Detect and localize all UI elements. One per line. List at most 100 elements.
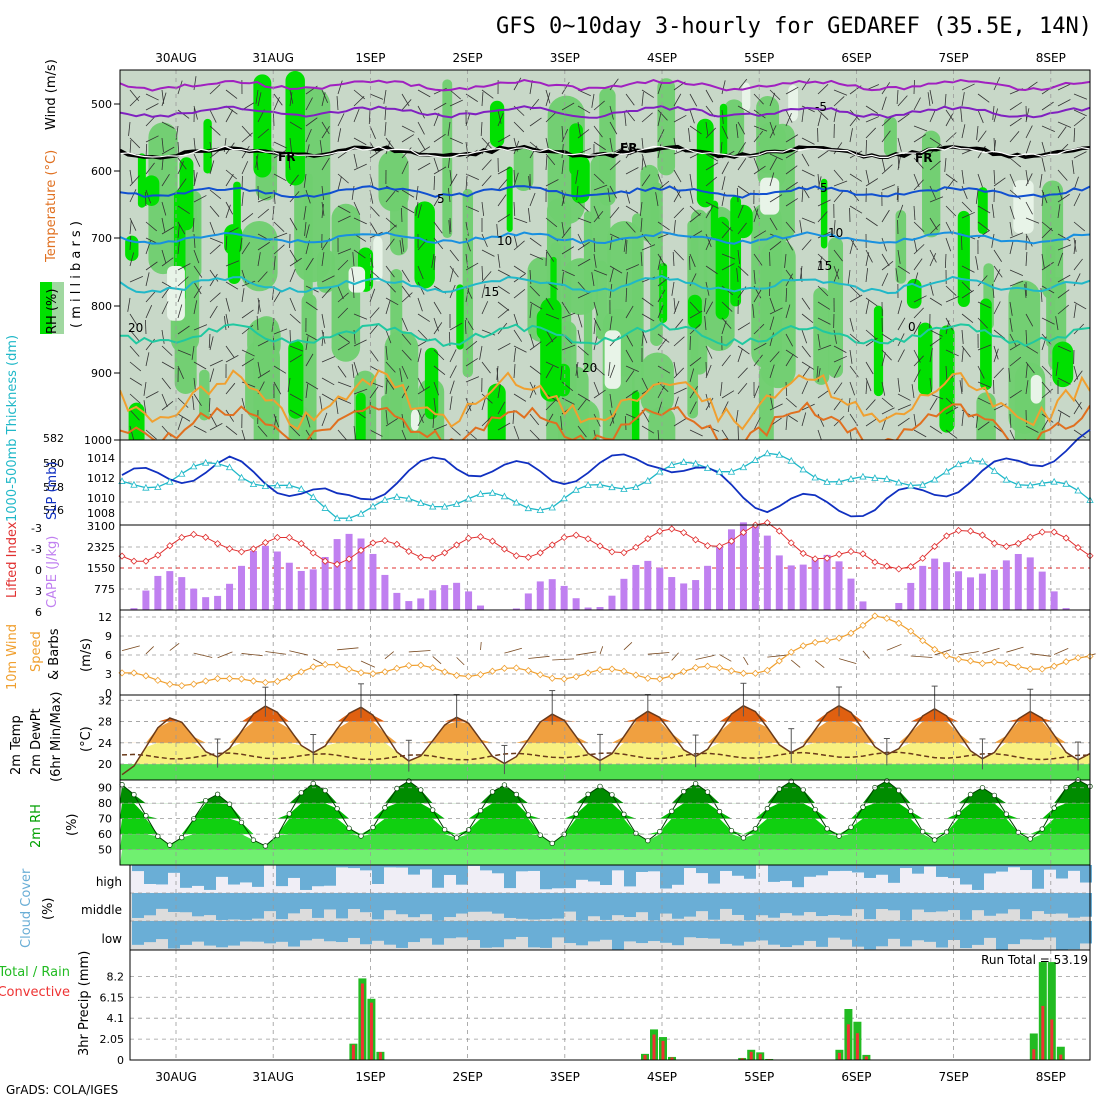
cloud-bar xyxy=(288,865,300,878)
wind-barb xyxy=(1073,93,1088,100)
temp-tick: 24 xyxy=(98,737,112,750)
wind-barb xyxy=(287,377,291,392)
thickness-point xyxy=(393,493,401,500)
wind-barb xyxy=(129,377,143,386)
cape-bar xyxy=(966,577,974,610)
wind-barb xyxy=(385,217,397,228)
wind-barb xyxy=(561,269,575,277)
ptick-label-900: 900 xyxy=(91,367,112,380)
thickness-point xyxy=(369,502,377,510)
cloud-bar xyxy=(456,893,468,914)
cloud-bar xyxy=(588,893,600,917)
cape-bar xyxy=(978,573,986,610)
wind-barb xyxy=(257,208,270,219)
cloud-bar xyxy=(1056,893,1068,914)
wind-barb xyxy=(353,201,361,215)
wind-barb xyxy=(1025,345,1039,354)
wind-barb xyxy=(385,377,395,390)
lifted-index-point xyxy=(799,549,807,557)
wind-barb xyxy=(929,348,933,363)
cloud-bar xyxy=(780,921,792,948)
wind-barb xyxy=(977,301,991,309)
wind10-point xyxy=(727,667,736,675)
thickness-point xyxy=(524,504,532,512)
wind-barb xyxy=(721,390,735,399)
lifted-index-point xyxy=(775,527,783,535)
wind-barb xyxy=(497,214,510,223)
wind-barb xyxy=(897,317,906,331)
wind-barb xyxy=(607,188,611,203)
wind-barb xyxy=(433,221,443,234)
wind-barb xyxy=(449,249,459,262)
wind-barb xyxy=(689,310,703,319)
cloud-bar xyxy=(444,865,456,875)
wind10-barb xyxy=(193,652,213,658)
cloud-bar xyxy=(276,921,288,942)
rh-point xyxy=(800,787,806,793)
cloud-bar xyxy=(564,893,576,912)
wind-barb xyxy=(449,396,453,411)
cloud-bar xyxy=(1008,921,1020,945)
rh-legend-swatch-light xyxy=(52,282,64,334)
rh-blob-light xyxy=(742,82,751,112)
wind-barb xyxy=(881,237,887,252)
wind-barb xyxy=(689,386,698,399)
wind-barb xyxy=(865,116,880,123)
wind-barb xyxy=(273,328,288,335)
wind-barb xyxy=(961,348,964,363)
wind10-point xyxy=(524,666,532,675)
rh-point xyxy=(896,787,902,794)
wind-barb xyxy=(991,233,995,248)
wind-barb xyxy=(945,173,958,183)
cloud-bar xyxy=(1056,865,1068,879)
wind-barb xyxy=(433,133,446,143)
rh-point xyxy=(406,778,412,784)
lifted-index-point xyxy=(954,526,963,535)
wind-barb xyxy=(785,150,799,159)
wind-barb xyxy=(193,265,203,278)
rh-point xyxy=(382,805,388,811)
precip-unit: 3hr Precip (mm) xyxy=(77,951,92,1056)
wind-barb xyxy=(529,301,543,310)
rh-blob-mid xyxy=(390,269,403,423)
wind-barb xyxy=(769,307,783,315)
contour-label-20b: 20 xyxy=(582,361,597,375)
wind-barb xyxy=(417,89,431,98)
wind10-barb xyxy=(886,643,902,651)
wind-barb xyxy=(737,345,750,355)
lifted-index-point xyxy=(811,555,819,563)
cloud-bar xyxy=(480,921,492,948)
cape-bar xyxy=(680,583,688,610)
wind-barb xyxy=(577,129,590,139)
wind10-point xyxy=(799,642,807,650)
cloud-bar xyxy=(468,893,480,912)
wind-barb xyxy=(705,121,709,136)
cape-bar xyxy=(214,595,222,610)
wind-barb xyxy=(593,237,596,253)
wind-barb xyxy=(961,329,964,344)
cloud-bar xyxy=(672,921,684,946)
wind-barb xyxy=(1025,361,1035,374)
wind-barb xyxy=(385,238,395,251)
wind-barb xyxy=(545,297,554,311)
lifted-index-point xyxy=(823,554,831,562)
wind-barb xyxy=(785,237,794,251)
wind-barb xyxy=(129,220,132,235)
cloud-bar xyxy=(372,921,384,941)
wind-barb xyxy=(753,417,761,431)
thickness-point xyxy=(811,473,819,481)
contour-label-5a: 5 xyxy=(437,192,445,206)
wind-barb xyxy=(865,380,868,395)
thickness-point xyxy=(775,450,783,458)
cloud-bar xyxy=(324,921,336,942)
wind-barb xyxy=(817,211,828,223)
cloud-bar xyxy=(1068,893,1080,918)
wind-barb xyxy=(785,198,798,207)
wind-barb xyxy=(1025,125,1033,139)
wind-barb xyxy=(673,220,676,235)
wind-barb xyxy=(801,188,804,203)
cape-bar xyxy=(441,585,449,610)
wind-barb xyxy=(241,161,249,175)
